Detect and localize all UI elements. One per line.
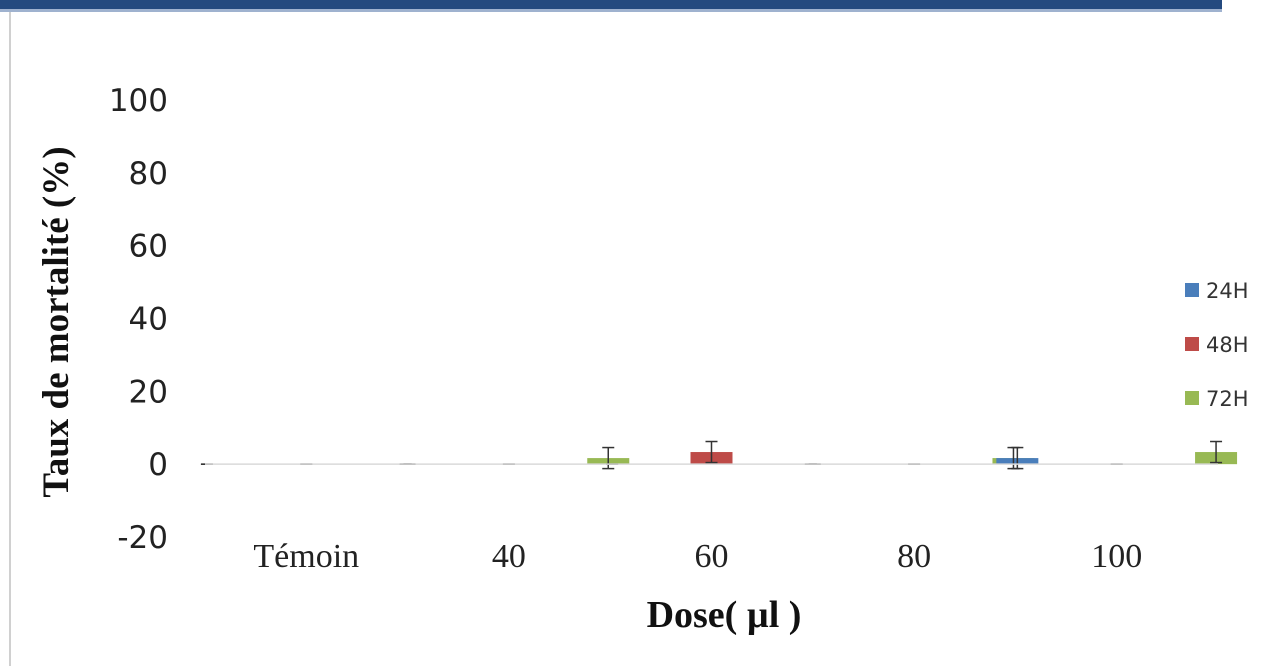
x-axis-label: Dose( µl ) [647,594,802,636]
category-label: 40 [492,538,526,575]
legend-label: 48H [1206,333,1249,357]
y-tick-label: 60 [129,229,168,265]
category-labels: Témoin 40 60 80 100 [253,538,1142,575]
category-label: 80 [897,538,931,575]
legend-swatch [1185,391,1199,405]
y-tick-label: 0 [148,447,168,483]
y-tick-label: 80 [129,156,168,192]
category-label: 60 [695,538,729,575]
y-axis-label: Taux de mortalité (%) [36,146,77,497]
y-tick-label: 100 [109,83,168,119]
category-label: 100 [1091,538,1142,575]
top-rule-shadow [0,9,1222,12]
bars [587,452,1238,465]
y-axis-ticks: -20 0 20 40 60 80 100 [109,83,168,556]
legend-label: 72H [1206,387,1249,411]
legend-swatch [1185,337,1199,351]
legend-swatch [1185,283,1199,297]
top-rule [0,0,1222,9]
category-label: Témoin [253,538,359,575]
y-tick-label: 20 [129,374,168,410]
legend-label: 24H [1206,279,1249,303]
y-tick-label: 40 [129,302,168,338]
left-rule [9,12,11,666]
y-tick-label: -20 [117,520,168,556]
legend: 24H 48H 72H [1185,279,1249,411]
